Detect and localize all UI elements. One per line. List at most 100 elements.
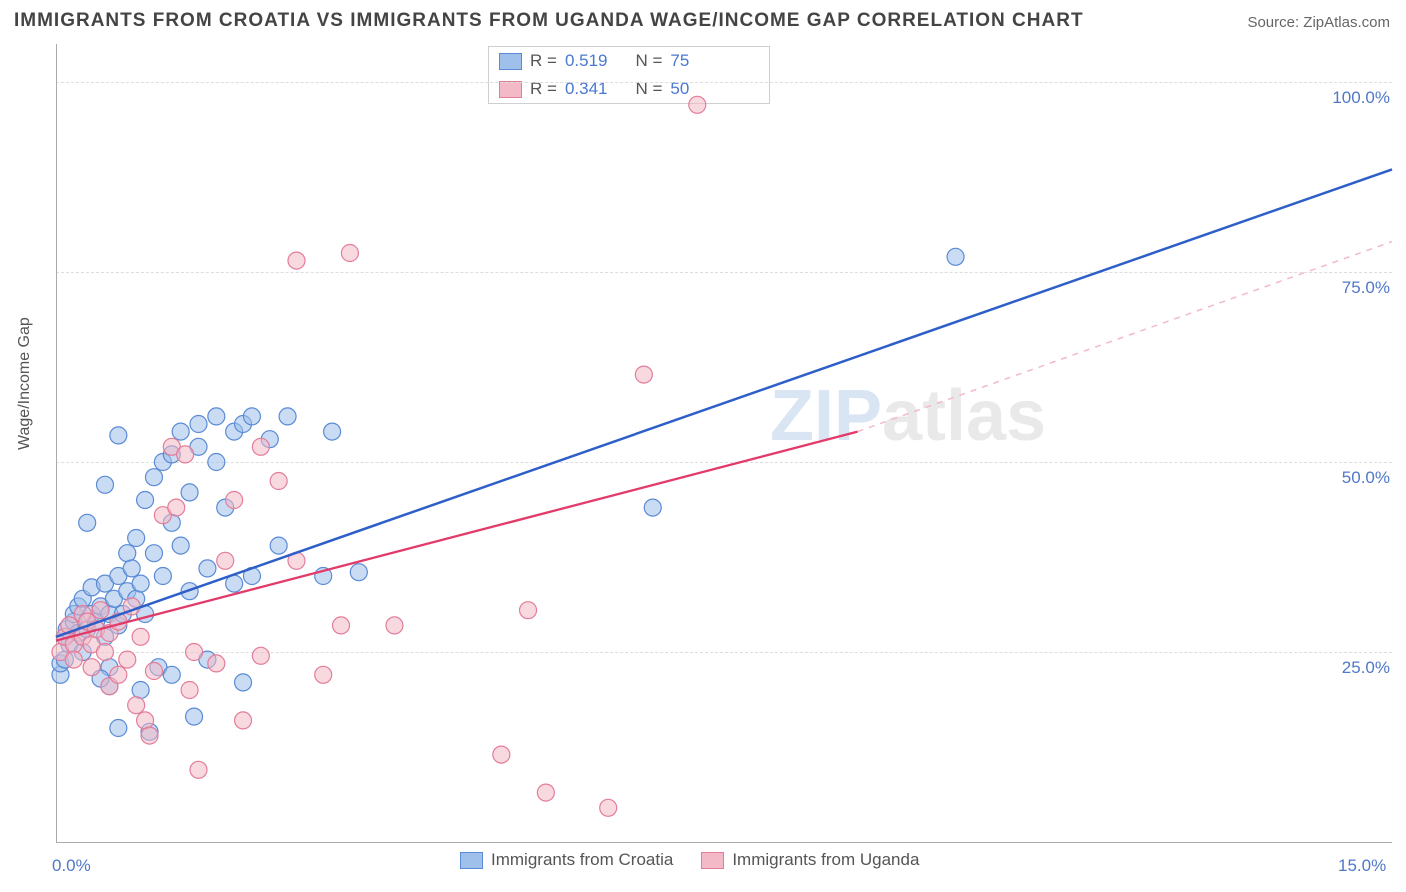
- data-point-croatia: [56, 651, 73, 668]
- legend-label-croatia: Immigrants from Croatia: [491, 850, 673, 870]
- legend-item-uganda: Immigrants from Uganda: [701, 850, 919, 870]
- stats-row-uganda: R =0.341N =50: [489, 75, 769, 103]
- source-label: Source: ZipAtlas.com: [1247, 14, 1390, 31]
- data-point-croatia: [243, 408, 260, 425]
- data-point-uganda: [600, 799, 617, 816]
- data-point-croatia: [208, 408, 225, 425]
- data-point-croatia: [235, 416, 252, 433]
- data-point-uganda: [110, 613, 127, 630]
- data-point-uganda: [333, 617, 350, 634]
- data-point-croatia: [92, 598, 109, 615]
- x-tick-label: 0.0%: [52, 856, 91, 876]
- y-axis-label: Wage/Income Gap: [16, 317, 34, 450]
- data-point-uganda: [154, 507, 171, 524]
- data-point-uganda: [315, 666, 332, 683]
- r-label: R =: [530, 51, 557, 71]
- data-point-uganda: [288, 252, 305, 269]
- data-point-croatia: [96, 628, 113, 645]
- data-point-croatia: [61, 636, 78, 653]
- data-point-croatia: [226, 575, 243, 592]
- data-point-uganda: [65, 651, 82, 668]
- y-tick-label: 50.0%: [1342, 468, 1390, 488]
- data-point-croatia: [154, 568, 171, 585]
- data-point-croatia: [315, 568, 332, 585]
- data-point-croatia: [70, 625, 87, 642]
- gridline: [56, 462, 1392, 463]
- data-point-croatia: [137, 606, 154, 623]
- data-point-croatia: [123, 560, 140, 577]
- data-point-croatia: [145, 545, 162, 562]
- data-point-croatia: [141, 723, 158, 740]
- data-point-croatia: [181, 484, 198, 501]
- data-point-uganda: [341, 245, 358, 262]
- x-axis: [56, 842, 1392, 843]
- data-point-croatia: [65, 606, 82, 623]
- r-value-croatia: 0.519: [565, 51, 608, 71]
- data-point-croatia: [101, 606, 118, 623]
- data-point-uganda: [163, 438, 180, 455]
- data-point-croatia: [644, 499, 661, 516]
- data-point-croatia: [52, 666, 69, 683]
- data-point-uganda: [132, 628, 149, 645]
- data-point-uganda: [145, 663, 162, 680]
- chart-svg: ZIPatlas: [0, 0, 1406, 892]
- data-point-uganda: [190, 761, 207, 778]
- data-point-croatia: [58, 621, 75, 638]
- data-point-croatia: [324, 423, 341, 440]
- swatch-uganda-bottom: [701, 852, 724, 869]
- data-point-croatia: [101, 659, 118, 676]
- data-point-croatia: [350, 564, 367, 581]
- data-point-croatia: [172, 423, 189, 440]
- data-point-uganda: [537, 784, 554, 801]
- data-point-croatia: [96, 575, 113, 592]
- data-point-uganda: [270, 473, 287, 490]
- data-point-croatia: [186, 708, 203, 725]
- data-point-uganda: [101, 625, 118, 642]
- data-point-croatia: [132, 575, 149, 592]
- data-point-uganda: [74, 606, 91, 623]
- data-point-uganda: [83, 636, 100, 653]
- data-point-uganda: [226, 492, 243, 509]
- data-point-croatia: [947, 248, 964, 265]
- data-point-croatia: [110, 720, 127, 737]
- data-point-uganda: [123, 598, 140, 615]
- legend-item-croatia: Immigrants from Croatia: [460, 850, 673, 870]
- stats-legend: R =0.519N =75R =0.341N =50: [488, 46, 770, 104]
- data-point-croatia: [83, 606, 100, 623]
- data-point-croatia: [190, 416, 207, 433]
- data-point-uganda: [119, 651, 136, 668]
- data-point-uganda: [74, 628, 91, 645]
- data-point-croatia: [88, 613, 105, 630]
- data-point-uganda: [288, 552, 305, 569]
- data-point-uganda: [252, 438, 269, 455]
- data-point-uganda: [61, 617, 78, 634]
- data-point-uganda: [520, 602, 537, 619]
- swatch-uganda: [499, 81, 522, 98]
- regression-line-croatia: [56, 169, 1392, 636]
- data-point-croatia: [235, 674, 252, 691]
- data-point-croatia: [110, 617, 127, 634]
- data-point-croatia: [199, 560, 216, 577]
- y-tick-label: 25.0%: [1342, 658, 1390, 678]
- data-point-croatia: [243, 568, 260, 585]
- data-point-croatia: [128, 530, 145, 547]
- data-point-croatia: [261, 431, 278, 448]
- data-point-croatia: [56, 628, 73, 645]
- n-value-croatia: 75: [670, 51, 689, 71]
- data-point-uganda: [110, 666, 127, 683]
- data-point-croatia: [145, 469, 162, 486]
- data-point-croatia: [101, 678, 118, 695]
- data-point-uganda: [128, 697, 145, 714]
- gridline: [56, 652, 1392, 653]
- data-point-croatia: [137, 492, 154, 509]
- data-point-uganda: [235, 712, 252, 729]
- data-point-croatia: [128, 590, 145, 607]
- data-point-uganda: [79, 613, 96, 630]
- data-point-uganda: [83, 659, 100, 676]
- data-point-croatia: [52, 655, 69, 672]
- data-point-croatia: [132, 682, 149, 699]
- legend-label-uganda: Immigrants from Uganda: [732, 850, 919, 870]
- data-point-uganda: [88, 621, 105, 638]
- data-point-croatia: [96, 476, 113, 493]
- data-point-croatia: [114, 606, 131, 623]
